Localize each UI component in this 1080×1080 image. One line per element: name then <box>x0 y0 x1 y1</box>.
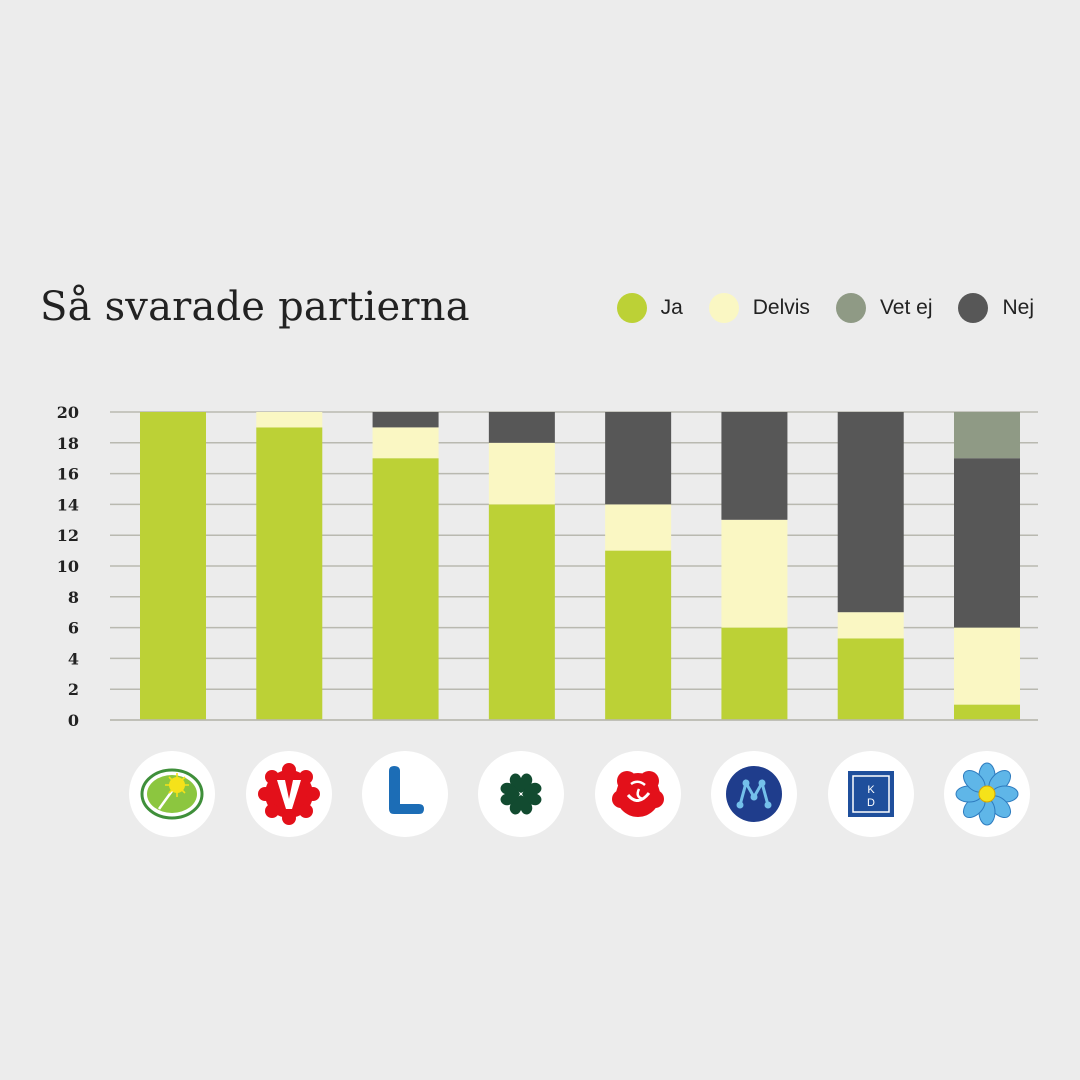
y-tick-label: 20 <box>57 403 79 422</box>
vansterpartiet-logo-icon <box>246 751 332 837</box>
bar-segment-c-delvis <box>488 442 555 505</box>
y-tick-label: 10 <box>57 557 79 576</box>
bar-segment-l-ja <box>372 458 439 720</box>
bar-segment-l-delvis <box>372 427 439 459</box>
centerpartiet-logo-icon <box>478 751 564 837</box>
y-tick-label: 18 <box>57 434 79 453</box>
bar-segment-mp-ja <box>140 412 206 720</box>
bar-segment-sd-nej <box>954 458 1020 628</box>
legend: Ja Delvis Vet ej Nej <box>616 293 1034 323</box>
y-tick-label: 4 <box>68 649 79 668</box>
bar-segment-sd-vet-ej <box>954 412 1020 459</box>
legend-item-vet-ej: Vet ej <box>835 293 933 323</box>
sverigedemokraterna-logo-icon <box>944 751 1030 837</box>
y-tick-label: 8 <box>68 588 79 607</box>
liberalerna-logo-icon <box>362 751 448 837</box>
stacked-bar-chart: 0 2 4 6 8 10 12 14 16 18 20 <box>57 403 1038 730</box>
bar-segment-s-delvis <box>605 504 672 551</box>
legend-swatch-nej <box>958 293 989 323</box>
bar-segment-c-ja <box>488 504 555 720</box>
legend-swatch-delvis <box>708 293 739 323</box>
bar-segment-kd-delvis <box>837 612 904 639</box>
y-tick-label: 16 <box>57 465 79 484</box>
y-tick-label: 2 <box>68 680 79 699</box>
legend-label-nej: Nej <box>1002 296 1034 319</box>
bar-segment-v-ja <box>256 427 323 720</box>
bar-segment-kd-nej <box>837 412 904 613</box>
y-tick-label: 12 <box>57 526 79 545</box>
bar-segment-m-nej <box>721 412 788 520</box>
legend-swatch-ja <box>616 293 647 323</box>
bar-segment-sd-ja <box>954 704 1020 720</box>
legend-label-vet-ej: Vet ej <box>879 296 933 319</box>
kd-logo-text: K <box>867 784 875 796</box>
bar-segment-m-delvis <box>721 519 788 628</box>
bar-segment-l-nej <box>372 412 439 428</box>
bar-segment-s-nej <box>605 412 672 505</box>
y-tick-label: 0 <box>68 711 79 730</box>
miljopartiet-logo-icon <box>129 751 215 837</box>
legend-item-ja: Ja <box>616 293 683 323</box>
legend-label-delvis: Delvis <box>752 296 810 319</box>
chart-title: Så svarade partierna <box>40 284 470 330</box>
bar-segment-sd-delvis <box>954 627 1020 705</box>
kristdemokraterna-logo-icon: K D <box>828 751 914 837</box>
y-tick-label: 6 <box>68 619 79 638</box>
legend-swatch-vet-ej <box>835 293 866 323</box>
legend-item-nej: Nej <box>958 293 1034 323</box>
bar-segment-s-ja <box>605 550 672 720</box>
bar-segment-kd-ja <box>837 638 904 720</box>
bar-segment-v-delvis <box>256 412 323 428</box>
legend-item-delvis: Delvis <box>708 293 810 323</box>
y-tick-label: 14 <box>57 495 79 514</box>
bar-segment-m-ja <box>721 627 788 720</box>
svg-text:D: D <box>867 797 875 809</box>
bar-segment-c-nej <box>488 412 555 443</box>
socialdemokraterna-logo-icon <box>595 751 681 837</box>
legend-label-ja: Ja <box>660 296 683 319</box>
moderaterna-logo-icon <box>711 751 797 837</box>
